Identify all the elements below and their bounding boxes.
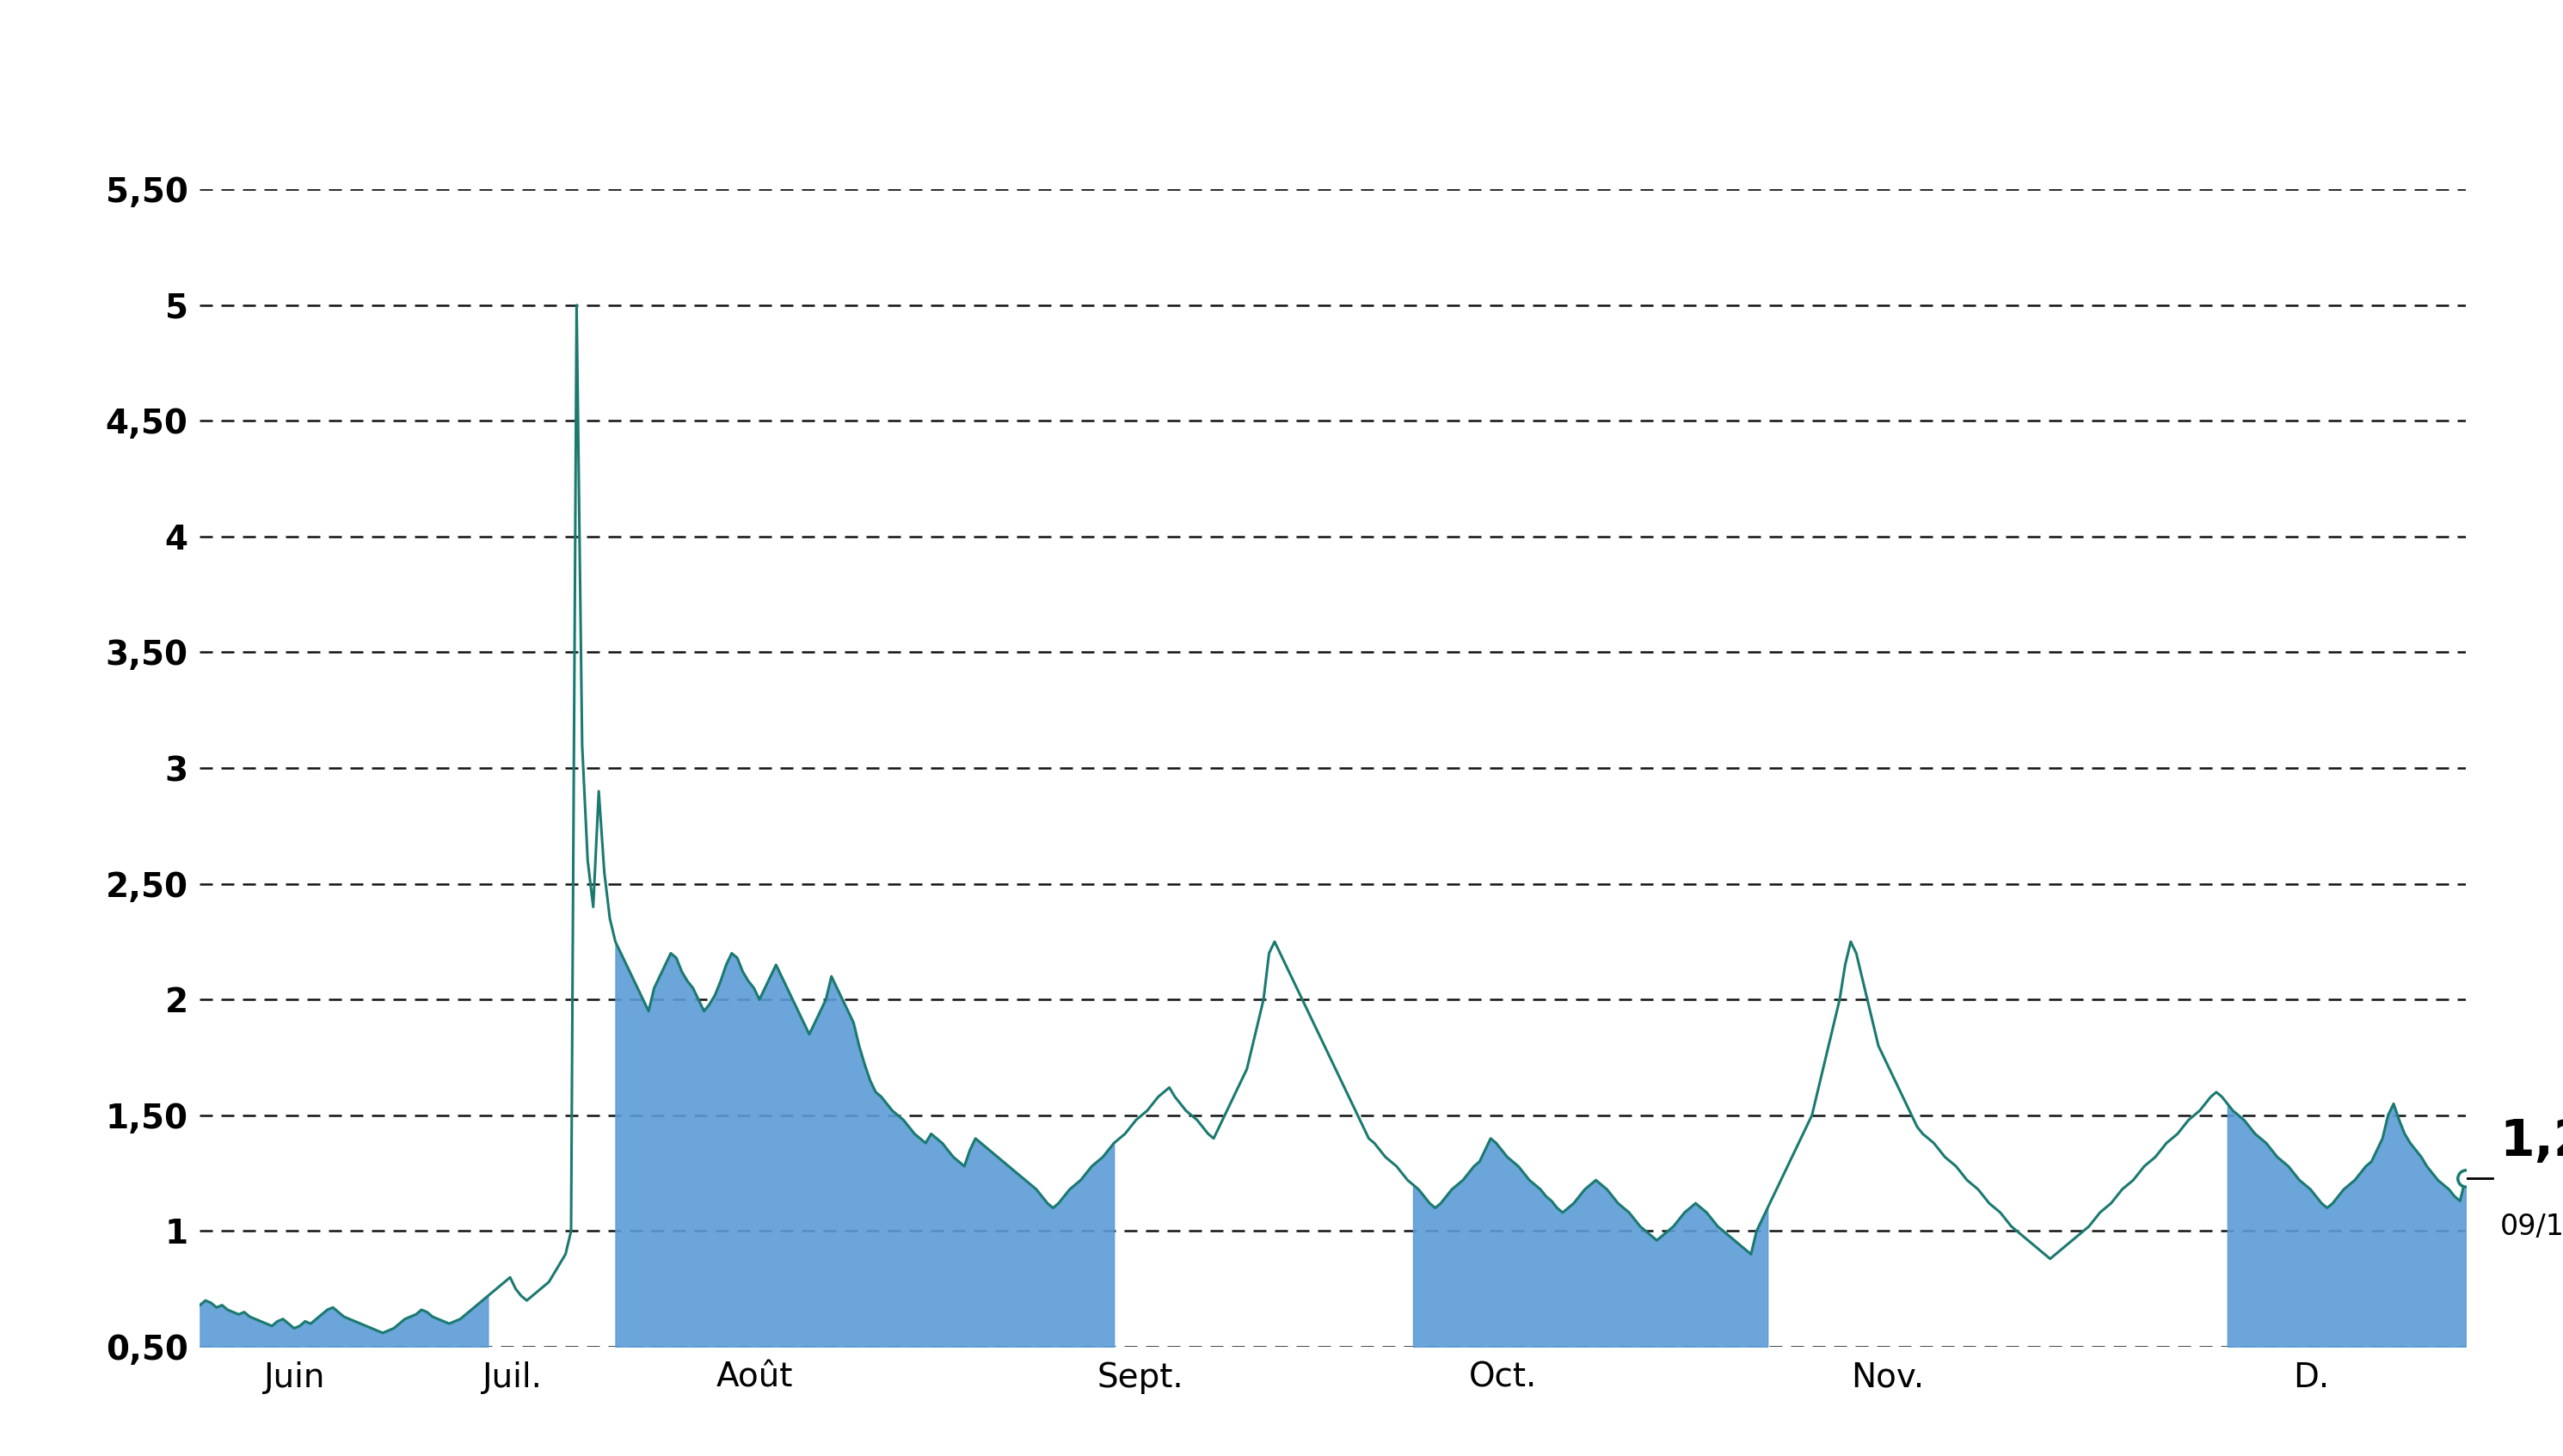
Text: 09/12: 09/12 (2499, 1213, 2563, 1241)
Text: MIRA Pharmaceuticals, Inc.: MIRA Pharmaceuticals, Inc. (713, 42, 1850, 115)
Text: 1,23: 1,23 (2499, 1117, 2563, 1166)
